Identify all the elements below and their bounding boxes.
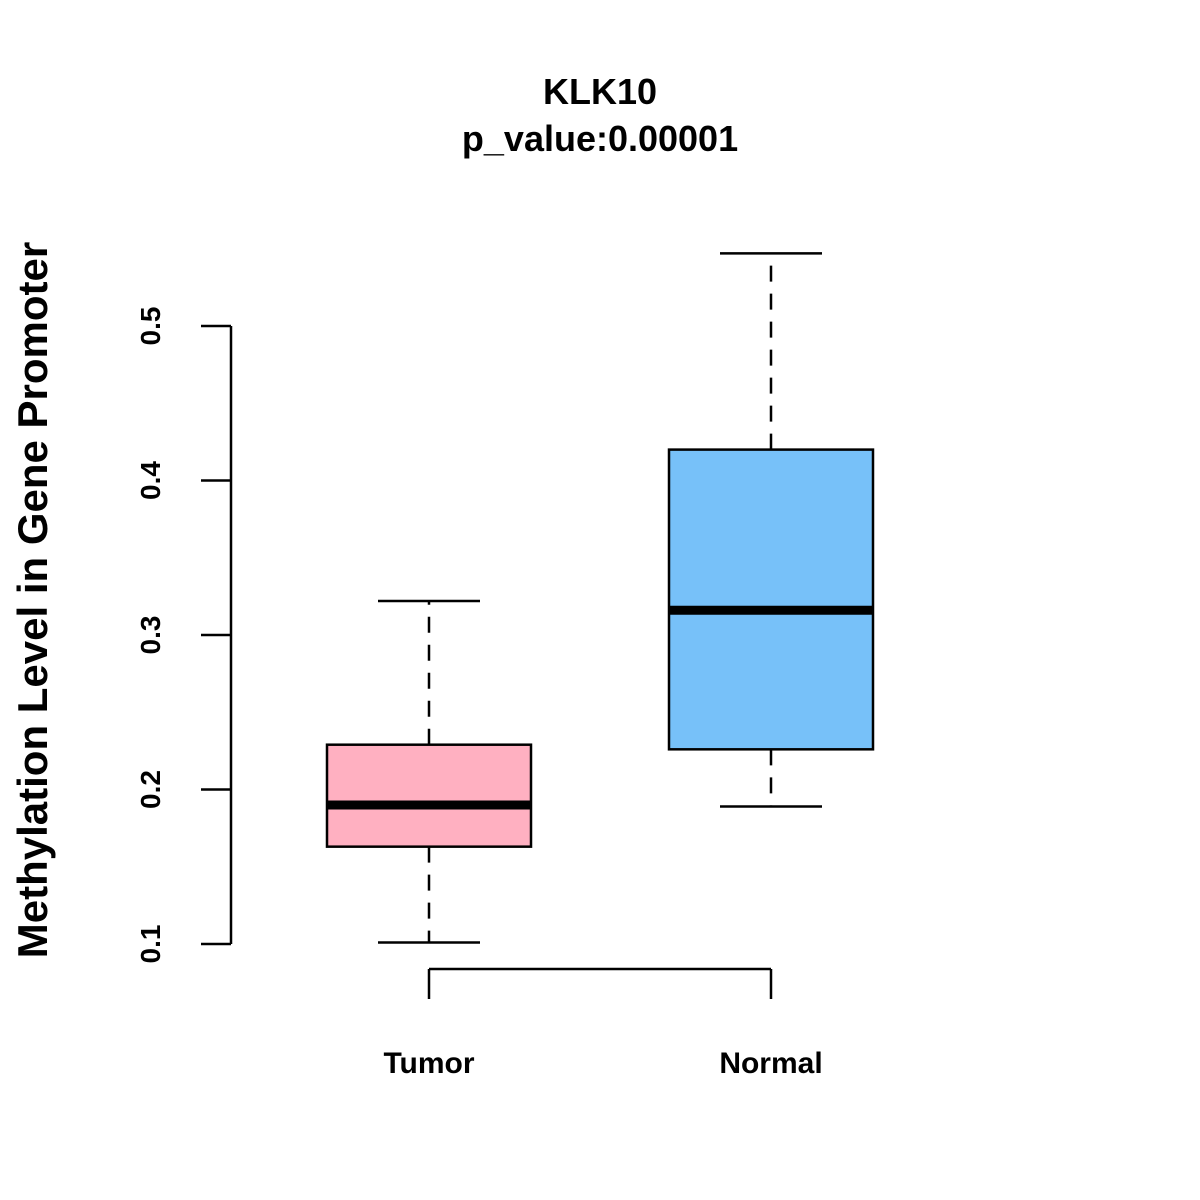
y-tick-label: 0.3 — [135, 616, 166, 655]
y-tick-label: 0.4 — [135, 461, 166, 500]
chart-title: KLK10 — [543, 71, 657, 112]
category-labels: Tumor Normal — [383, 1047, 822, 1080]
category-label-tumor: Tumor — [383, 1047, 474, 1080]
iqr-box — [667, 448, 875, 751]
y-axis: 0.1 0.2 0.3 0.4 0.5 — [135, 307, 233, 964]
y-tick-label: 0.1 — [135, 925, 166, 964]
y-tick-label: 0.2 — [135, 770, 166, 809]
chart-subtitle: p_value:0.00001 — [462, 118, 738, 159]
box-series — [325, 252, 875, 944]
x-axis-bracket — [427, 967, 773, 999]
y-axis-label: Methylation Level in Gene Promoter — [9, 242, 56, 958]
iqr-box — [325, 743, 533, 848]
category-label-normal: Normal — [719, 1047, 822, 1080]
box-normal — [667, 252, 875, 808]
y-tick-label: 0.5 — [135, 307, 166, 346]
box-tumor — [325, 599, 533, 944]
